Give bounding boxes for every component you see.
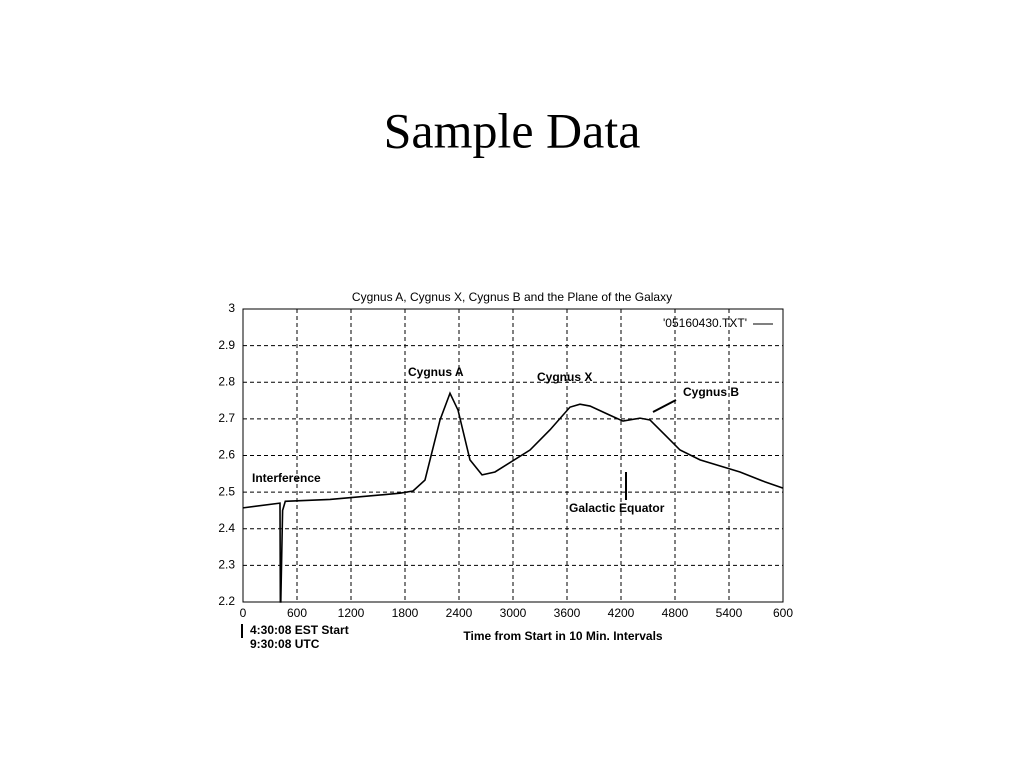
x-tick-label: 3600 bbox=[554, 606, 581, 620]
y-tick-label: 2.2 bbox=[218, 594, 235, 608]
x-tick-label: 2400 bbox=[446, 606, 473, 620]
x-tick-label: 4800 bbox=[662, 606, 689, 620]
x-tick-label: 3000 bbox=[500, 606, 527, 620]
annotation: Cygnus X bbox=[537, 370, 592, 384]
annotation: Cygnus A bbox=[408, 365, 464, 379]
cygnus-b-pointer bbox=[652, 399, 677, 413]
annotation: Galactic Equator bbox=[569, 501, 665, 515]
y-tick-label: 2.6 bbox=[218, 448, 235, 462]
x-tick-label: 600 bbox=[287, 606, 307, 620]
x-axis-label: Time from Start in 10 Min. Intervals bbox=[463, 629, 662, 643]
annotation: 9:30:08 UTC bbox=[250, 637, 320, 651]
plot-frame bbox=[242, 308, 784, 603]
x-tick-label: 1800 bbox=[392, 606, 419, 620]
x-tick-label: 600 bbox=[773, 606, 793, 620]
annotation: Interference bbox=[252, 471, 321, 485]
chart-title: Cygnus A, Cygnus X, Cygnus B and the Pla… bbox=[352, 290, 672, 304]
x-tick-label: 0 bbox=[240, 606, 247, 620]
annotation: Cygnus B bbox=[683, 385, 739, 399]
y-tick-label: 2.4 bbox=[218, 521, 235, 535]
data-line bbox=[242, 391, 784, 603]
y-tick-label: 2.7 bbox=[218, 411, 235, 425]
legend-label: '05160430.TXT' bbox=[663, 316, 747, 330]
annotation: 4:30:08 EST Start bbox=[250, 623, 349, 637]
y-tick-label: 2.3 bbox=[218, 558, 235, 572]
y-tick-label: 2.8 bbox=[218, 374, 235, 388]
slide-title: Sample Data bbox=[384, 102, 641, 158]
y-tick-label: 3 bbox=[228, 301, 235, 315]
y-tick-label: 2.9 bbox=[218, 338, 235, 352]
y-tick-label: 2.5 bbox=[218, 484, 235, 498]
x-tick-label: 4200 bbox=[608, 606, 635, 620]
x-tick-label: 5400 bbox=[716, 606, 743, 620]
x-tick-label: 1200 bbox=[338, 606, 365, 620]
